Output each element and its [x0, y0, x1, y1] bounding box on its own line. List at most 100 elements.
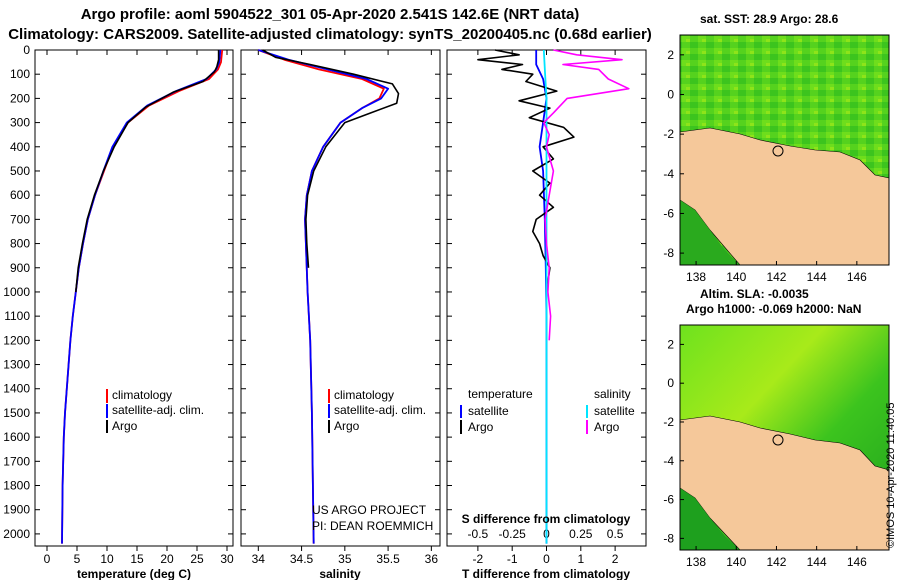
depth-tick-label: 700 [10, 212, 30, 226]
x-tick-label: -2 [473, 552, 484, 566]
map-lon-label: 138 [686, 270, 706, 284]
x-tick-label: 34.5 [290, 552, 314, 566]
sla-argo-location-marker [772, 434, 784, 446]
depth-tick-label: 1500 [3, 406, 30, 420]
depth-tick-label: 1200 [3, 333, 30, 347]
sla-map[interactable] [679, 324, 890, 551]
legend-argo-label: Argo [112, 419, 138, 433]
legend-s-satellite-label: satellite [594, 404, 635, 418]
map-lon-label: 146 [847, 270, 867, 284]
sst-argo-location-marker [772, 145, 784, 157]
x-tick-label: 1 [577, 552, 584, 566]
depth-tick-label: 100 [10, 67, 30, 81]
depth-tick-label: 1400 [3, 382, 30, 396]
map-lat-label: -8 [663, 246, 674, 260]
s-tick-label: 0.25 [569, 527, 593, 541]
legend-t-argo-label: Argo [468, 420, 494, 434]
legend-s-argo-label: Argo [594, 420, 620, 434]
profile-plots: 0100200300400500600700800900100011001200… [3, 43, 647, 580]
sst-map[interactable] [679, 34, 890, 266]
x-tick-label: 5 [74, 552, 81, 566]
depth-tick-label: 800 [10, 237, 30, 251]
legend2-satellite-label: satellite-adj. clim. [334, 403, 426, 417]
depth-tick-label: 600 [10, 188, 30, 202]
credit-pi: PI: DEAN ROEMMICH [312, 519, 433, 533]
temperature-axis-label: temperature (deg C) [77, 567, 191, 580]
x-tick-label: 35.5 [376, 552, 400, 566]
map-lon-label: 142 [766, 555, 786, 569]
map-lat-label: 0 [667, 87, 674, 101]
sla-map-coastal-water [680, 488, 740, 550]
sst-map-title: sat. SST: 28.9 Argo: 28.6 [700, 12, 839, 26]
temperature-panel-frame [34, 49, 234, 547]
depth-tick-label: 300 [10, 116, 30, 130]
map-lon-label: 140 [726, 270, 746, 284]
legend-salinity-head: salinity [594, 387, 631, 401]
imos-timestamp: ©IMOS 10-Apr-2020 11:40:05 [885, 403, 897, 548]
depth-tick-label: 1100 [4, 309, 30, 323]
depth-tick-label: 1900 [3, 503, 30, 517]
legend2-argo-label: Argo [334, 419, 360, 433]
sst-map-frame [679, 34, 890, 266]
x-tick-label: 20 [160, 552, 174, 566]
depth-tick-label: 1700 [3, 454, 30, 468]
depth-tick-label: 500 [10, 164, 30, 178]
depth-tick-label: 0 [23, 43, 30, 57]
x-tick-label: 30 [220, 552, 234, 566]
t-difference-axis-label: T difference from climatology [462, 567, 630, 580]
map-lon-label: 138 [686, 555, 706, 569]
salinity-legend: climatology satellite-adj. clim. Argo [328, 388, 426, 433]
x-tick-label: 35 [338, 552, 352, 566]
depth-tick-label: 400 [10, 140, 30, 154]
legend-satellite-label: satellite-adj. clim. [112, 403, 204, 417]
s-difference-axis-label: S difference from climatology [462, 512, 631, 526]
map-lat-label: -8 [663, 531, 674, 545]
x-tick-label: 0 [543, 552, 550, 566]
map-lat-label: -6 [663, 493, 674, 507]
sla-map-frame [679, 324, 890, 551]
difference-legend: temperature salinity satellite Argo sate… [460, 387, 635, 434]
salinity-axis-label: salinity [319, 567, 361, 580]
series-line-argo [262, 49, 400, 268]
depth-tick-label: 1300 [3, 358, 30, 372]
series-line-temperature-argo [477, 49, 575, 293]
sla-map-title-1: Altim. SLA: -0.0035 [700, 287, 809, 301]
x-tick-label: 15 [130, 552, 144, 566]
map-lat-label: -4 [663, 167, 674, 181]
series-line-climatology [61, 49, 224, 544]
map-lon-label: 142 [766, 270, 786, 284]
map-lat-label: -2 [663, 415, 674, 429]
s-tick-label: -0.25 [499, 527, 527, 541]
x-tick-label: -1 [507, 552, 518, 566]
series-line-salinity-argo [542, 49, 630, 341]
credit-project: US ARGO PROJECT [312, 503, 427, 517]
series-line-argo [75, 50, 220, 293]
x-tick-label: 25 [190, 552, 204, 566]
depth-tick-label: 200 [10, 91, 30, 105]
climatology-title: Climatology: CARS2009. Satellite-adjuste… [8, 26, 652, 43]
map-lon-label: 140 [726, 555, 746, 569]
depth-tick-label: 2000 [3, 527, 30, 541]
legend2-climatology-label: climatology [334, 388, 394, 402]
map-lat-label: -6 [663, 206, 674, 220]
legend-temperature-head: temperature [468, 387, 533, 401]
x-tick-label: 34 [252, 552, 266, 566]
x-tick-label: 10 [100, 552, 114, 566]
legend-climatology-label: climatology [112, 388, 172, 402]
map-lat-label: 0 [667, 376, 674, 390]
map-lat-label: 2 [667, 48, 674, 62]
map-lon-label: 146 [847, 555, 867, 569]
series-line-climatology [257, 49, 385, 544]
x-tick-label: 2 [612, 552, 619, 566]
depth-tick-label: 1600 [3, 430, 30, 444]
depth-tick-label: 1800 [3, 479, 30, 493]
s-tick-label: -0.5 [468, 527, 489, 541]
x-tick-label: 0 [44, 552, 51, 566]
map-lat-label: 2 [667, 337, 674, 351]
depth-tick-label: 900 [10, 261, 30, 275]
depth-tick-label: 1000 [3, 285, 30, 299]
series-line-satellite-adj-clim- [61, 49, 222, 544]
x-tick-label: 36 [425, 552, 439, 566]
legend-t-satellite-label: satellite [468, 404, 509, 418]
salinity-panel-frame [240, 49, 441, 547]
